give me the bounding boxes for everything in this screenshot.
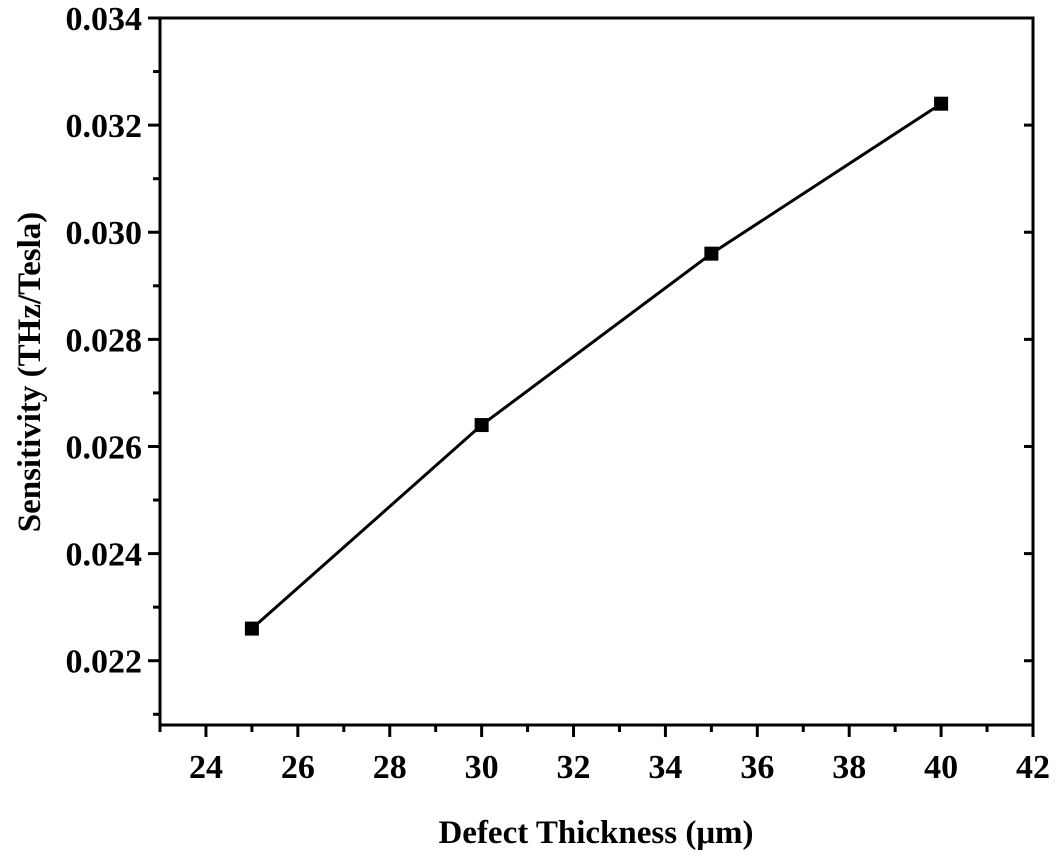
data-point xyxy=(704,246,719,261)
y-tick-label: 0.030 xyxy=(66,215,143,252)
x-tick-label: 42 xyxy=(1016,749,1050,786)
y-tick-label: 0.026 xyxy=(66,429,143,466)
x-tick-label: 32 xyxy=(557,749,591,786)
series-line xyxy=(250,102,942,630)
x-tick-label: 36 xyxy=(740,749,774,786)
plot-frame xyxy=(158,16,1035,727)
x-tick-label: 28 xyxy=(373,749,407,786)
x-tick-labels: 24 26 28 30 32 34 36 38 40 42 xyxy=(189,749,1050,786)
x-tick-label: 34 xyxy=(648,749,682,786)
y-tick-labels: 0.022 0.024 0.026 0.028 0.030 0.032 0.034 xyxy=(66,1,143,681)
y-axis-title: Sensitivity (THz/Tesla) xyxy=(12,212,48,533)
x-tick-label: 30 xyxy=(465,749,499,786)
data-point xyxy=(474,418,489,433)
data-point xyxy=(934,96,949,111)
x-tick-label: 26 xyxy=(281,749,315,786)
minor-ticks xyxy=(153,70,989,732)
y-tick-label: 0.024 xyxy=(66,537,143,574)
x-tick-label: 24 xyxy=(189,749,223,786)
y-tick-label: 0.032 xyxy=(66,108,143,145)
y-tick-label: 0.034 xyxy=(66,1,143,38)
y-tick-label: 0.022 xyxy=(66,644,143,681)
major-ticks xyxy=(148,16,1035,737)
x-axis-title: Defect Thickness (μm) xyxy=(438,815,753,851)
data-point xyxy=(244,621,259,636)
y-tick-label: 0.028 xyxy=(66,322,143,359)
x-tick-label: 38 xyxy=(832,749,866,786)
series-layer xyxy=(244,96,949,636)
x-tick-label: 40 xyxy=(924,749,958,786)
